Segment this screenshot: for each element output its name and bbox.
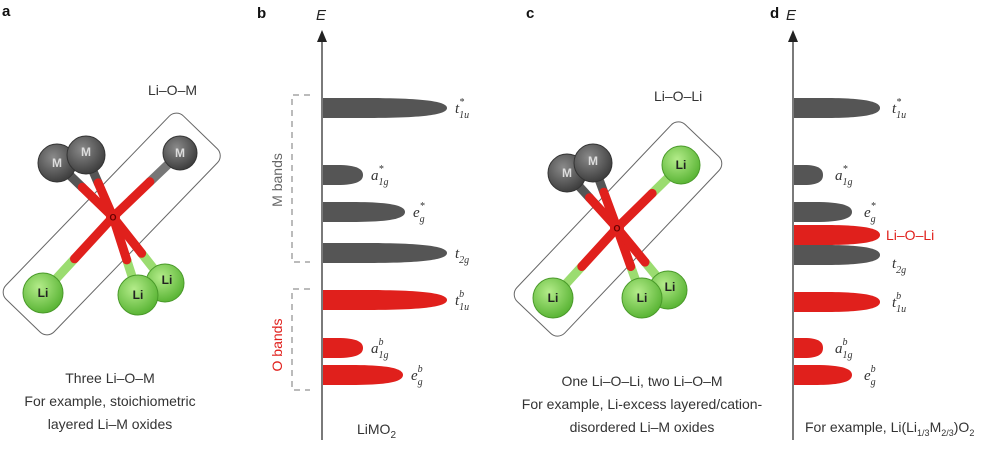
- svg-text:Li: Li: [133, 288, 144, 302]
- o-bands-bracket: [291, 288, 310, 391]
- svg-text:M: M: [175, 146, 185, 160]
- svg-text:O: O: [613, 223, 620, 233]
- svg-text:Li: Li: [676, 158, 687, 172]
- band-label: eb g: [864, 364, 876, 388]
- svg-text:M: M: [562, 166, 572, 180]
- caption-line: For example, stoichiometric: [24, 393, 195, 409]
- caption-line: disordered Li–M oxides: [570, 419, 715, 435]
- caption-line: One Li–O–Li, two Li–O–M: [561, 373, 722, 389]
- svg-text:Li: Li: [637, 291, 648, 305]
- band-label: a* 1g: [371, 164, 389, 188]
- svg-text:Li: Li: [38, 286, 49, 300]
- svg-text:O: O: [109, 212, 116, 222]
- axis-arrow-icon: [317, 30, 327, 42]
- axis-arrow-icon: [788, 30, 798, 42]
- panel-b: b E M bands O bands t* 1u a* 1g e* g t2g tb 1u ab…: [257, 5, 469, 441]
- compound-caption: For example, Li(Li1/3M2/3)O2: [805, 419, 974, 438]
- caption-line: Three Li–O–M: [65, 370, 154, 386]
- band-m: [794, 202, 852, 222]
- caption-line: For example, Li-excess layered/cation-: [522, 396, 763, 412]
- band-label: e* g: [413, 201, 425, 225]
- panel-label-c: c: [526, 5, 534, 22]
- band-o: [323, 365, 403, 385]
- metal-atom: M: [573, 143, 613, 183]
- panel-c: c Li–O–Li M M Li Li Li Li O One Li–O–Li,…: [513, 5, 763, 435]
- lithium-atom: Li: [621, 277, 663, 319]
- o-bands-label: O bands: [269, 319, 285, 372]
- band-o: [323, 338, 363, 358]
- band-m: [323, 243, 447, 263]
- band-m: [794, 98, 880, 118]
- svg-text:M: M: [52, 156, 62, 170]
- panel-a: a Li–O–M M M M Li Li Li O Three Li–O–M F…: [2, 3, 221, 432]
- band-label: ab 1g: [835, 337, 853, 361]
- svg-text:Li: Li: [162, 273, 173, 287]
- lithium-atom: Li: [117, 274, 159, 316]
- panel-label-a: a: [2, 3, 11, 20]
- band-m: [323, 165, 363, 185]
- lithium-atom: Li: [22, 272, 64, 314]
- band-label: t* 1u: [892, 97, 906, 121]
- band-o: [323, 290, 447, 310]
- panel-label-b: b: [257, 5, 266, 22]
- band-o: [794, 292, 880, 312]
- metal-atom: M: [162, 135, 198, 171]
- band-label: eb g: [411, 364, 423, 388]
- band-label: tb 1u: [892, 291, 906, 315]
- band-o: [794, 225, 880, 245]
- svg-text:Li: Li: [548, 291, 559, 305]
- metal-atom: M: [66, 135, 106, 175]
- lithium-atom: Li: [532, 277, 574, 319]
- li-o-li-band-label: Li–O–Li: [886, 227, 934, 243]
- lithium-atom: Li: [661, 145, 701, 185]
- svg-text:M: M: [81, 145, 91, 159]
- panel-d: d E t* 1u a* 1g e* g t2g tb 1u ab 1g eb g Li–O–Li Fo…: [770, 5, 974, 440]
- molecule-c: M M Li Li Li Li O: [532, 143, 701, 319]
- svg-text:M: M: [588, 154, 598, 168]
- compound-label: LiMO2: [357, 421, 396, 441]
- bond-title-a: Li–O–M: [148, 82, 197, 98]
- band-label: a* 1g: [835, 164, 853, 188]
- caption-line: layered Li–M oxides: [48, 416, 173, 432]
- band-m: [794, 165, 823, 185]
- energy-axis-label: E: [786, 7, 797, 24]
- band-label: t2g: [892, 256, 906, 276]
- bond-title-c: Li–O–Li: [654, 88, 702, 104]
- m-bands-label: M bands: [269, 153, 285, 207]
- energy-axis-label: E: [316, 7, 327, 24]
- oxygen-atom: O: [610, 221, 624, 235]
- svg-text:Li: Li: [665, 280, 676, 294]
- molecule-a: M M M Li Li Li O: [22, 135, 198, 316]
- panel-label-d: d: [770, 5, 779, 22]
- band-m: [323, 98, 447, 118]
- band-o: [794, 338, 823, 358]
- band-label: tb 1u: [455, 289, 469, 313]
- band-m: [794, 245, 880, 265]
- band-m: [323, 202, 405, 222]
- band-label: e* g: [864, 201, 876, 225]
- band-label: t* 1u: [455, 97, 469, 121]
- band-label: t2g: [455, 246, 469, 266]
- oxygen-atom: O: [106, 210, 120, 224]
- m-bands-bracket: [291, 94, 310, 263]
- band-label: ab 1g: [371, 337, 389, 361]
- band-o: [794, 365, 852, 385]
